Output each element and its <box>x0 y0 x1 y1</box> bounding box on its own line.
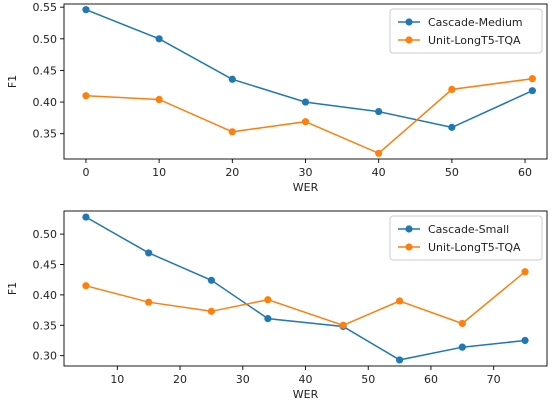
chart-panel-2: 0.30 0.35 0.40 0.45 0.50 10 20 30 40 50 60 70 WER F1 C… <box>6 210 548 401</box>
y-tick-label: 0.40 <box>33 289 58 302</box>
x-tick-label: 30 <box>236 373 250 386</box>
x-tick-label: 10 <box>152 166 166 179</box>
data-point <box>264 296 272 304</box>
data-point <box>339 321 347 329</box>
data-point <box>155 35 163 43</box>
data-point <box>82 92 90 100</box>
data-point <box>458 343 466 351</box>
x-tick-label: 40 <box>372 166 386 179</box>
legend-entry: Unit-LongT5-TQA <box>428 241 521 254</box>
data-point <box>82 213 90 221</box>
x-tick-label: 50 <box>445 166 459 179</box>
y-tick-label: 0.30 <box>33 350 58 363</box>
data-point <box>207 307 216 315</box>
x-tick-label: 70 <box>487 373 501 386</box>
x-tick-label: 10 <box>110 373 124 386</box>
data-point <box>521 336 529 345</box>
series-line-1 <box>85 216 526 361</box>
data-point <box>145 249 153 257</box>
x-axis-label: WER <box>293 181 319 194</box>
x-tick-label: 30 <box>299 166 313 179</box>
x-tick-label: 20 <box>225 166 239 179</box>
legend-entry: Cascade-Medium <box>428 16 523 29</box>
y-axis-label: F1 <box>6 282 19 295</box>
data-point <box>528 87 536 95</box>
y-tick-label: 0.55 <box>33 1 58 14</box>
legend-swatch-marker <box>405 225 413 233</box>
x-tick-label: 0 <box>82 166 89 179</box>
data-point <box>528 75 536 83</box>
data-point <box>521 268 529 276</box>
data-point <box>82 6 90 14</box>
data-point <box>375 149 383 157</box>
y-tick-label: 0.50 <box>33 33 58 46</box>
legend-swatch-marker <box>405 18 413 26</box>
x-tick-label: 60 <box>518 166 532 179</box>
data-point <box>395 297 404 305</box>
legend-swatch-marker <box>405 243 413 251</box>
legend-entry: Cascade-Small <box>428 223 509 236</box>
x-axis-label: WER <box>293 388 319 401</box>
series-line-2 <box>85 77 533 155</box>
data-point <box>448 123 456 131</box>
legend-box <box>389 8 543 54</box>
legend-box <box>389 215 543 261</box>
data-point <box>82 282 90 290</box>
x-tick-label: 60 <box>424 373 438 386</box>
y-tick-label: 0.50 <box>33 228 58 241</box>
y-tick-label: 0.35 <box>33 128 58 141</box>
data-point <box>448 85 456 94</box>
data-point <box>301 98 310 106</box>
data-point <box>155 95 163 104</box>
y-tick-label: 0.45 <box>33 258 58 271</box>
data-point <box>458 319 466 328</box>
x-tick-label: 20 <box>173 373 187 386</box>
data-point <box>228 128 236 136</box>
data-point <box>264 314 272 323</box>
data-point <box>228 75 236 83</box>
data-point <box>395 356 404 364</box>
chart-panel-1: 0.35 0.40 0.45 0.50 0.55 0 10 20 30 40 50 60 WER F1 Ca… <box>6 1 548 194</box>
y-tick-label: 0.35 <box>33 319 58 332</box>
y-axis-label: F1 <box>6 75 19 88</box>
y-tick-label: 0.45 <box>33 64 58 77</box>
x-tick-label: 40 <box>299 373 313 386</box>
data-point <box>301 118 310 126</box>
series-line-2 <box>85 271 526 327</box>
x-tick-label: 50 <box>361 373 375 386</box>
y-tick-label: 0.40 <box>33 96 58 109</box>
data-point <box>145 298 153 306</box>
legend-entry: Unit-LongT5-TQA <box>428 34 521 47</box>
legend-swatch-marker <box>405 36 413 44</box>
data-point <box>207 276 216 284</box>
data-point <box>375 107 383 116</box>
